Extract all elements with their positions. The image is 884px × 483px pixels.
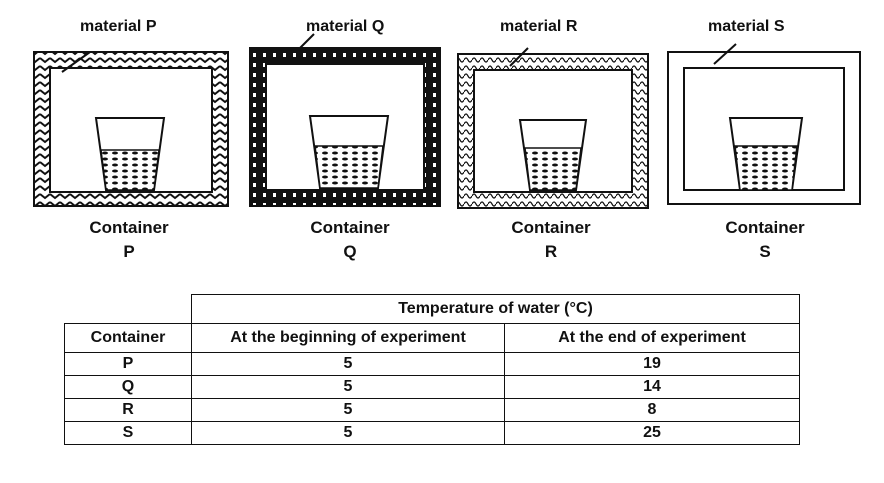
container-q-letter: Q <box>343 242 357 261</box>
col-header-container: Container <box>64 323 192 353</box>
row-begin-cell: 5 <box>191 421 505 445</box>
material-s-label: material S <box>708 18 785 35</box>
row-begin-cell: 5 <box>191 375 505 399</box>
col-header-end: At the end of experiment <box>504 323 800 353</box>
row-container-cell: S <box>64 421 192 445</box>
row-end-cell: 14 <box>504 375 800 399</box>
container-p-caption: Container <box>89 218 169 237</box>
container-p-letter: P <box>123 242 135 261</box>
table-column-header-row: Container At the beginning of experiment… <box>64 323 800 353</box>
container-q-drawing <box>249 33 441 207</box>
row-end-cell: 19 <box>504 352 800 376</box>
col-header-begin: At the beginning of experiment <box>191 323 505 353</box>
container-s-drawing <box>667 43 861 205</box>
row-container-cell: Q <box>64 375 192 399</box>
row-begin-cell: 5 <box>191 398 505 422</box>
container-s-letter: S <box>759 242 771 261</box>
material-r-label: material R <box>500 18 578 35</box>
material-q-label: material Q <box>306 18 385 35</box>
table-row: S 5 25 <box>64 421 800 445</box>
container-r-letter: R <box>544 242 558 261</box>
temperature-group-header: Temperature of water (°C) <box>191 294 800 324</box>
container-q-caption: Container <box>310 218 390 237</box>
row-container-cell: R <box>64 398 192 422</box>
table-group-header-row: Temperature of water (°C) <box>65 294 800 324</box>
table-row: R 5 8 <box>64 398 800 422</box>
container-r-caption: Container <box>511 218 591 237</box>
table-row: Q 5 14 <box>64 375 800 399</box>
row-end-cell: 25 <box>504 421 800 445</box>
container-s-caption: Container <box>725 218 805 237</box>
temperature-table: Temperature of water (°C) Container At t… <box>64 294 800 445</box>
container-r-drawing <box>457 47 649 209</box>
row-container-cell: P <box>64 352 192 376</box>
row-end-cell: 8 <box>504 398 800 422</box>
container-p-drawing <box>33 51 229 207</box>
row-begin-cell: 5 <box>191 352 505 376</box>
table-corner-blank <box>65 295 192 324</box>
container-diagrams <box>33 33 861 209</box>
table-row: P 5 19 <box>64 352 800 376</box>
material-p-label: material P <box>80 18 157 35</box>
